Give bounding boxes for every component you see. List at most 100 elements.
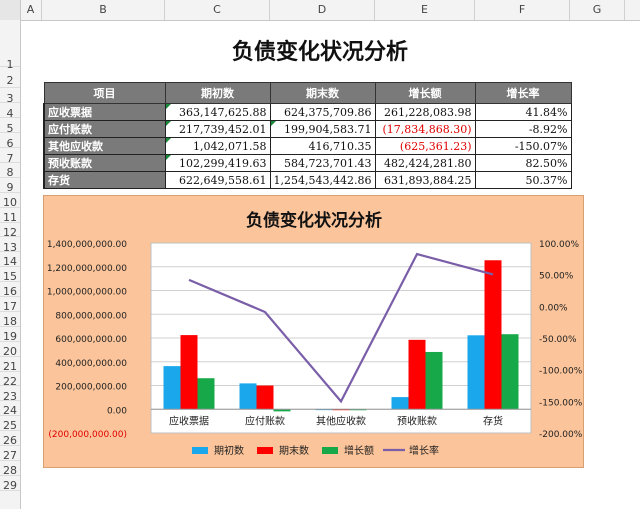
cell-change[interactable]: 631,893,884.25 xyxy=(374,171,476,189)
row-header-4[interactable]: 4 xyxy=(0,103,20,120)
cell-start[interactable]: 622,649,558.61 xyxy=(164,171,271,189)
bar-change xyxy=(273,409,291,412)
cell-rate[interactable]: 50.37% xyxy=(474,171,572,189)
row-label[interactable]: 应付账款 xyxy=(43,120,166,138)
row-header-7[interactable]: 7 xyxy=(0,148,20,165)
column-header-f[interactable]: F xyxy=(475,0,570,20)
legend-swatch xyxy=(257,447,273,454)
rate-line xyxy=(188,252,494,404)
select-all-corner[interactable] xyxy=(0,0,21,20)
right-tick-label: 0.00% xyxy=(539,303,568,313)
row-header-8[interactable]: 8 xyxy=(0,163,20,179)
column-header-g[interactable]: G xyxy=(570,0,625,20)
bar-start xyxy=(391,397,409,410)
left-tick-label: (200,000,000.00) xyxy=(48,430,127,440)
legend-swatch xyxy=(322,447,338,454)
row-header-9[interactable]: 9 xyxy=(0,178,20,194)
row-header-27[interactable]: 27 xyxy=(0,446,20,462)
cell-rate[interactable]: -8.92% xyxy=(474,120,572,138)
chart-title: 负债变化状况分析 xyxy=(246,210,382,231)
header-item[interactable]: 项目 xyxy=(43,82,166,104)
cell-end[interactable]: 199,904,583.71 xyxy=(269,120,376,138)
right-tick-label: 50.00% xyxy=(539,272,574,282)
row-header-20[interactable]: 20 xyxy=(0,342,20,358)
cell-rate[interactable]: 82.50% xyxy=(474,154,572,172)
cell-end[interactable]: 584,723,701.43 xyxy=(269,154,376,172)
row-header-11[interactable]: 11 xyxy=(0,208,20,224)
cell-change[interactable]: (625,361.23) xyxy=(374,137,476,155)
chart-svg: 负债变化状况分析 (200,000,000.00) 0.00 200,000,000… xyxy=(47,210,583,457)
bar-change xyxy=(501,334,519,410)
bar-start xyxy=(467,335,485,410)
row-header-1[interactable]: 1 xyxy=(0,20,20,71)
column-header-b[interactable]: B xyxy=(42,0,165,20)
row-header-22[interactable]: 22 xyxy=(0,372,20,388)
category-axis: 应收票据 应付账款 其他应收款 预收账款 存货 xyxy=(151,408,531,427)
left-tick-label: 400,000,000.00 xyxy=(55,359,127,369)
header-start[interactable]: 期初数 xyxy=(164,82,271,104)
header-rate[interactable]: 增长率 xyxy=(474,82,572,104)
row-header-26[interactable]: 26 xyxy=(0,431,20,447)
row-header-17[interactable]: 17 xyxy=(0,297,20,313)
table-row: 应付账款 217,739,452.01 199,904,583.71 (17,8… xyxy=(43,120,572,138)
cell-start[interactable]: 363,147,625.88 xyxy=(164,103,271,121)
row-header-6[interactable]: 6 xyxy=(0,133,20,150)
row-header-10[interactable]: 10 xyxy=(0,193,20,209)
row-label[interactable]: 应收票据 xyxy=(43,103,166,121)
row-label[interactable]: 其他应收款 xyxy=(43,137,166,155)
left-tick-label: 1,000,000,000.00 xyxy=(47,288,127,298)
row-header-13[interactable]: 13 xyxy=(0,238,20,254)
chart-area[interactable]: 负债变化状况分析 (200,000,000.00) 0.00 200,000,000… xyxy=(43,195,584,468)
row-header-16[interactable]: 16 xyxy=(0,282,20,298)
row-header-3[interactable]: 3 xyxy=(0,88,20,105)
cell-change[interactable]: 261,228,083.98 xyxy=(374,103,476,121)
column-header-e[interactable]: E xyxy=(375,0,475,20)
row-header-14[interactable]: 14 xyxy=(0,252,20,268)
row-header-29[interactable]: 29 xyxy=(0,476,20,492)
rate-line-series xyxy=(188,252,494,404)
cell-end[interactable]: 1,254,543,442.86 xyxy=(269,171,376,189)
row-header-2[interactable]: 2 xyxy=(0,67,20,88)
row-label[interactable]: 预收账款 xyxy=(43,154,166,172)
right-tick-label: -100.00% xyxy=(539,367,583,377)
column-header-a[interactable]: A xyxy=(20,0,42,20)
cell-start[interactable]: 1,042,071.58 xyxy=(164,137,271,155)
category-label: 预收账款 xyxy=(397,414,437,427)
column-header-d[interactable]: D xyxy=(270,0,375,20)
legend-label: 期初数 xyxy=(214,444,244,457)
cell-change[interactable]: (17,834,868.30) xyxy=(374,120,476,138)
header-change[interactable]: 增长额 xyxy=(374,82,476,104)
cell-start[interactable]: 217,739,452.01 xyxy=(164,120,271,138)
right-tick-label: -150.00% xyxy=(539,398,583,408)
bar-change xyxy=(197,378,215,410)
row-header-18[interactable]: 18 xyxy=(0,312,20,328)
column-header-c[interactable]: C xyxy=(165,0,270,20)
row-header-24[interactable]: 24 xyxy=(0,401,20,417)
row-header-23[interactable]: 23 xyxy=(0,387,20,403)
legend-swatch xyxy=(192,447,208,454)
cell-start[interactable]: 102,299,419.63 xyxy=(164,154,271,172)
bar-end xyxy=(180,335,198,410)
cell-end[interactable]: 624,375,709.86 xyxy=(269,103,376,121)
bar-start xyxy=(163,366,181,410)
cell-rate[interactable]: -150.07% xyxy=(474,137,572,155)
row-header-5[interactable]: 5 xyxy=(0,118,20,135)
row-header-12[interactable]: 12 xyxy=(0,223,20,239)
table-row: 其他应收款 1,042,071.58 416,710.35 (625,361.2… xyxy=(43,137,572,155)
row-header-25[interactable]: 25 xyxy=(0,416,20,432)
cell-change[interactable]: 482,424,281.80 xyxy=(374,154,476,172)
row-label[interactable]: 存货 xyxy=(43,171,166,189)
cell-end[interactable]: 416,710.35 xyxy=(269,137,376,155)
row-header-19[interactable]: 19 xyxy=(0,327,20,343)
bar-end xyxy=(408,339,426,410)
category-label: 应付账款 xyxy=(245,414,285,427)
left-tick-label: 0.00 xyxy=(107,406,127,416)
row-header-21[interactable]: 21 xyxy=(0,357,20,373)
bar-start xyxy=(239,383,257,410)
row-header-15[interactable]: 15 xyxy=(0,267,20,283)
left-axis: (200,000,000.00) 0.00 200,000,000.00 400,00… xyxy=(47,240,127,440)
left-tick-label: 200,000,000.00 xyxy=(55,383,127,393)
header-end[interactable]: 期末数 xyxy=(269,82,376,104)
row-header-28[interactable]: 28 xyxy=(0,461,20,477)
cell-rate[interactable]: 41.84% xyxy=(474,103,572,121)
